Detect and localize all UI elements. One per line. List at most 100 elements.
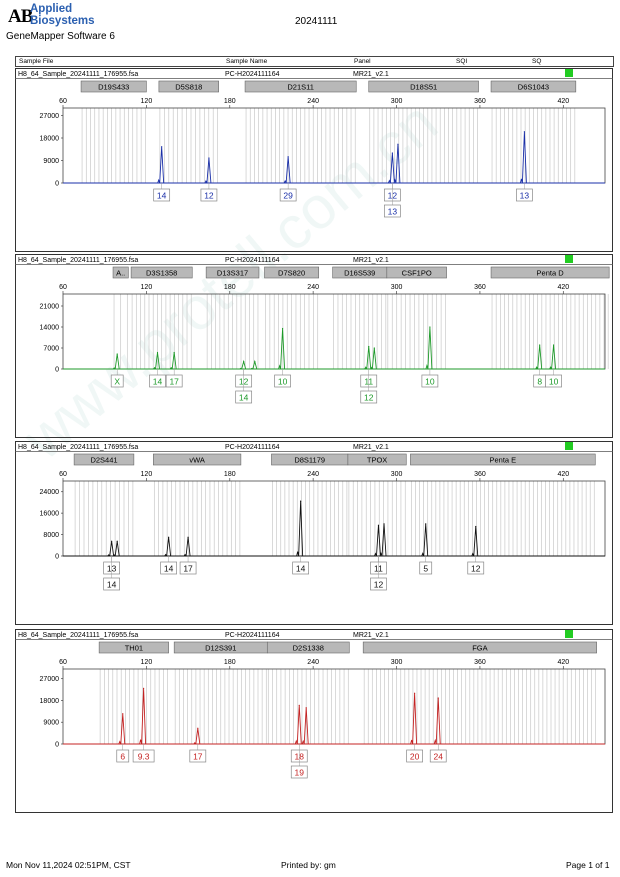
- marker-label: Penta E: [490, 456, 517, 465]
- allele-box: [200, 188, 218, 202]
- panel-name: MR21_v2.1: [353, 632, 389, 639]
- applied-biosystems-logo-mark: AB: [8, 6, 33, 27]
- marker-label: TH01: [125, 644, 143, 653]
- panel-border: [15, 629, 613, 813]
- y-tick-label: 0: [55, 554, 59, 561]
- allele-call-label: 12: [471, 564, 481, 574]
- allele-call-label: 6: [120, 752, 125, 762]
- allele-box: [153, 188, 171, 202]
- panel-sample-name: PC-H2024111164: [225, 632, 280, 639]
- peak-point: [437, 697, 439, 699]
- allele-box: [149, 374, 166, 388]
- peak-point: [397, 143, 399, 145]
- peak-point: [116, 353, 118, 355]
- x-tick-label: 240: [307, 659, 319, 666]
- plot-frame: [62, 480, 606, 557]
- col-sample-name: Sample Name: [226, 58, 268, 65]
- peak-point: [305, 707, 307, 709]
- x-tick-label: 300: [391, 284, 403, 291]
- x-tick-label: 420: [557, 659, 569, 666]
- panel-sample-file: H8_64_Sample_20241111_176955.fsa: [18, 444, 138, 451]
- allele-box: [419, 561, 433, 575]
- allele-box: [235, 390, 253, 404]
- marker-bin: [266, 641, 350, 654]
- marker-label: D16S539: [344, 269, 375, 278]
- marker-bin: [410, 453, 596, 466]
- peak-point: [287, 156, 289, 158]
- allele-box: [545, 374, 562, 388]
- allele-call-label: X: [114, 377, 120, 387]
- allele-call-label: 14: [296, 564, 306, 574]
- allele-box: [179, 561, 197, 575]
- panel-sample-name: PC-H2024111164: [225, 444, 280, 451]
- y-tick-label: 7000: [43, 346, 59, 353]
- allele-call-label: 17: [183, 564, 193, 574]
- x-tick-label: 120: [141, 284, 153, 291]
- peak-point: [187, 536, 189, 538]
- x-tick-label: 420: [557, 98, 569, 105]
- peak-point: [298, 704, 300, 706]
- allele-call-label: 17: [193, 752, 203, 762]
- marker-bin: [264, 266, 320, 279]
- peak-point: [116, 540, 118, 542]
- panel-border: [15, 441, 613, 625]
- allele-call-label: 14: [157, 191, 167, 201]
- marker-bin: [112, 266, 129, 279]
- marker-bin: [386, 266, 447, 279]
- x-tick-label: 300: [391, 98, 403, 105]
- software-name: GeneMapper Software 6: [6, 31, 115, 42]
- allele-call-label: 14: [107, 580, 117, 590]
- allele-box: [165, 374, 183, 388]
- y-tick-label: 27000: [40, 676, 60, 683]
- y-tick-label: 0: [55, 367, 59, 374]
- col-panel: Panel: [354, 58, 371, 65]
- marker-bin: [490, 80, 577, 93]
- allele-box: [116, 749, 130, 763]
- marker-bin: [153, 453, 242, 466]
- footer-printed-by: Printed by: gm: [281, 860, 336, 870]
- allele-call-label: 24: [433, 752, 443, 762]
- marker-label: D2S1338: [293, 644, 324, 653]
- y-tick-label: 0: [55, 742, 59, 749]
- allele-box: [516, 188, 533, 202]
- peak-point: [161, 146, 163, 148]
- logo-line-1: Applied: [30, 3, 73, 15]
- allele-call-label: 9.3: [138, 752, 150, 762]
- allele-call-label: 14: [164, 564, 174, 574]
- marker-label: CSF1PO: [402, 269, 432, 278]
- peak-point: [197, 727, 199, 729]
- x-tick-label: 300: [391, 659, 403, 666]
- marker-bin: [205, 266, 260, 279]
- panel-name: MR21_v2.1: [353, 71, 389, 78]
- peak-point: [254, 360, 256, 363]
- allele-box: [274, 374, 291, 388]
- y-tick-label: 24000: [40, 489, 60, 496]
- peak-point: [143, 687, 145, 689]
- peak-point: [383, 523, 385, 525]
- marker-label: D8S1179: [294, 456, 325, 465]
- peak-point: [539, 344, 541, 346]
- x-tick-label: 360: [474, 98, 486, 105]
- marker-label: D13S317: [217, 269, 248, 278]
- allele-box: [189, 749, 207, 763]
- allele-box: [360, 390, 378, 404]
- x-tick-label: 60: [59, 471, 67, 478]
- y-tick-label: 27000: [40, 113, 60, 120]
- y-tick-label: 18000: [40, 136, 60, 143]
- peak-point: [552, 344, 555, 346]
- allele-call-label: 13: [520, 191, 530, 201]
- allele-call-label: 17: [169, 377, 179, 387]
- peak-point: [168, 536, 170, 538]
- peak-point: [208, 157, 210, 159]
- peak-point: [122, 713, 124, 715]
- x-tick-label: 60: [59, 659, 67, 666]
- panel-border: [15, 254, 613, 438]
- x-tick-label: 120: [141, 98, 153, 105]
- allele-call-label: 12: [364, 393, 374, 403]
- col-sample-file: Sample File: [19, 58, 54, 65]
- marker-label: D5S818: [175, 83, 202, 92]
- sq-status-icon: [565, 255, 573, 263]
- marker-label: D19S433: [98, 83, 129, 92]
- x-tick-label: 60: [59, 98, 67, 105]
- marker-bin: [368, 80, 479, 93]
